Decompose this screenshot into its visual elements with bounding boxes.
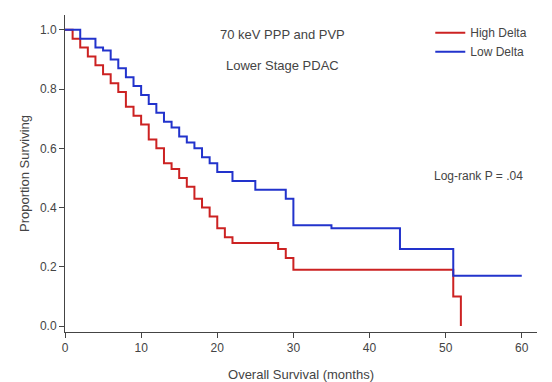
svg-text:50: 50 (439, 341, 453, 355)
svg-text:0.6: 0.6 (40, 142, 57, 156)
svg-text:0.8: 0.8 (40, 82, 57, 96)
svg-text:30: 30 (287, 341, 301, 355)
svg-text:Log-rank P = .04: Log-rank P = .04 (434, 169, 523, 183)
svg-text:Low Delta: Low Delta (470, 45, 524, 59)
svg-text:70 keV PPP and PVP: 70 keV PPP and PVP (220, 27, 345, 42)
svg-text:0.4: 0.4 (40, 201, 57, 215)
svg-text:Proportion Surviving: Proportion Surviving (17, 115, 32, 232)
svg-text:0.0: 0.0 (40, 319, 57, 333)
svg-text:20: 20 (211, 341, 225, 355)
svg-text:40: 40 (363, 341, 377, 355)
svg-text:0.2: 0.2 (40, 260, 57, 274)
svg-text:1.0: 1.0 (40, 23, 57, 37)
svg-text:Lower Stage PDAC: Lower Stage PDAC (226, 58, 339, 73)
svg-text:High Delta: High Delta (470, 26, 526, 40)
svg-text:Overall Survival (months): Overall Survival (months) (228, 367, 374, 382)
svg-text:60: 60 (515, 341, 529, 355)
svg-text:0: 0 (62, 341, 69, 355)
svg-text:10: 10 (134, 341, 148, 355)
